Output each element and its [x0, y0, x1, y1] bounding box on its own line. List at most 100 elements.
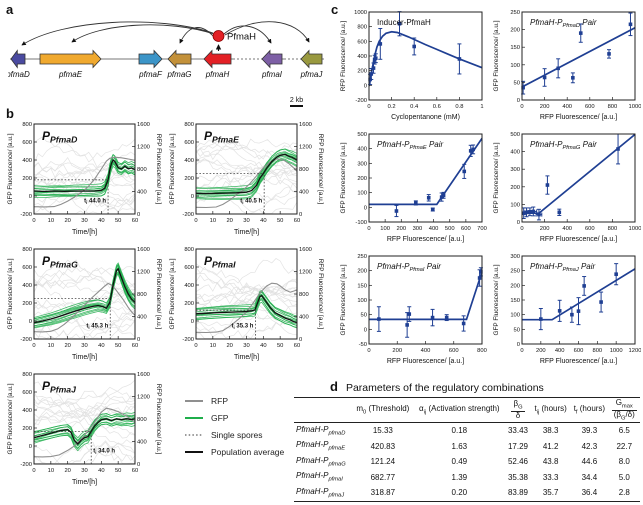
plot-PfmaJ-timecourse: ti​ 34.0 h0102030405060-2000200400600800…	[4, 369, 162, 498]
svg-text:1600: 1600	[299, 247, 312, 253]
gene-label-pfmaF: pfmaF	[138, 70, 163, 79]
svg-text:800: 800	[299, 292, 309, 298]
svg-text:400: 400	[357, 147, 367, 153]
svg-text:400: 400	[357, 54, 367, 60]
svg-text:Time/[h]: Time/[h]	[72, 354, 97, 361]
svg-text:400: 400	[562, 226, 572, 232]
plot-title: PPfmaG​	[42, 254, 78, 269]
gene-label-pfmaD: pfmaD	[8, 70, 30, 79]
table-cell: 1.39	[451, 472, 468, 482]
svg-text:250: 250	[510, 10, 520, 16]
svg-text:20: 20	[64, 343, 70, 349]
table-cell: 33.43	[507, 426, 529, 436]
gene-label-pfmaI: pfmaI	[261, 70, 283, 79]
table-cell: 318.87	[370, 488, 396, 498]
table-cell: 44.6	[581, 457, 598, 467]
parameters-table: m0 (Threshold) αij (Activation strength) β…	[294, 397, 640, 502]
table-header-1: m0 (Threshold)	[352, 397, 414, 424]
svg-text:30: 30	[81, 218, 87, 224]
regulation-arrow-pfmaE	[71, 24, 215, 43]
plot-title: PfmaH-PPfmaG​ Pair	[530, 140, 597, 151]
legend-item-0: RFP	[184, 392, 324, 409]
table-cell: 121.24	[370, 457, 396, 467]
svg-text:0: 0	[32, 468, 35, 474]
svg-text:1600: 1600	[137, 122, 150, 128]
svg-text:600: 600	[22, 390, 32, 396]
plot-title: PPfmaJ​	[42, 379, 76, 394]
svg-text:RFP Fluorescence/ [a.u.]: RFP Fluorescence/ [a.u.]	[317, 259, 324, 330]
data-point	[542, 75, 547, 80]
svg-text:50: 50	[277, 343, 283, 349]
gene-arrow-pfmaJ	[300, 49, 323, 69]
table-row: PfmaH-PpfmaD 15.33 0.18 33.43 38.3 39.3 6.5	[294, 423, 640, 439]
svg-text:200: 200	[22, 426, 32, 432]
scatter-svg-c-inducer: 0 0.2 0.4 0.6 0.8 1-20002004006008001000Cyclo…	[340, 10, 484, 121]
legend-label: Single spores	[211, 429, 263, 440]
svg-text:150: 150	[357, 283, 367, 289]
svg-text:600: 600	[585, 226, 595, 232]
table-row: PfmaH-PpfmaI 682.77 1.39 35.38 33.3 34.4 5.0	[294, 470, 640, 486]
fit-group	[522, 27, 635, 88]
curves-group	[34, 259, 135, 339]
svg-text:1000: 1000	[610, 348, 623, 354]
induction-time-label: ti​ 35.3 h	[232, 323, 254, 330]
svg-text:400: 400	[137, 190, 147, 196]
svg-text:0: 0	[299, 212, 302, 218]
svg-text:400: 400	[22, 158, 32, 164]
svg-text:0: 0	[29, 444, 32, 450]
svg-text:400: 400	[137, 315, 147, 321]
legend-line-sample	[185, 433, 203, 436]
svg-text:10: 10	[48, 218, 54, 224]
svg-text:GFP Fluorescence/ [a.u.]: GFP Fluorescence/ [a.u.]	[169, 133, 176, 204]
svg-text:20: 20	[64, 218, 70, 224]
svg-text:500: 500	[445, 226, 455, 232]
data-point	[570, 312, 574, 317]
data-point	[539, 317, 543, 321]
svg-text:200: 200	[22, 301, 32, 307]
svg-text:400: 400	[22, 283, 32, 289]
legend-label: GFP	[211, 412, 229, 423]
svg-text:50: 50	[361, 313, 367, 319]
svg-text:40: 40	[98, 218, 104, 224]
regulation-arrow-pfmaJ	[224, 21, 310, 43]
svg-text:RFP Fluorescence/ [a.u.]: RFP Fluorescence/ [a.u.]	[340, 20, 347, 91]
svg-text:600: 600	[22, 140, 32, 146]
svg-text:1200: 1200	[629, 348, 641, 354]
svg-text:Time/[h]: Time/[h]	[72, 479, 97, 486]
table-row: PfmaH-PpfmaG 121.24 0.49 52.46 43.8 44.6 8.0	[294, 454, 640, 470]
plot-title: PPfmaE​	[204, 129, 239, 144]
svg-text:-200: -200	[355, 98, 367, 104]
scatter-svg-c-pfmaG: 0 200 400 600 800 1000 0 100 200 300 400 500 RFP Flu…	[493, 132, 641, 243]
svg-text:Time/[h]: Time/[h]	[234, 354, 259, 361]
data-point	[471, 147, 475, 152]
svg-text:1200: 1200	[137, 270, 150, 276]
data-point	[578, 31, 583, 35]
svg-text:400: 400	[562, 104, 572, 110]
svg-text:1200: 1200	[299, 270, 312, 276]
svg-text:400: 400	[299, 315, 309, 321]
svg-text:800: 800	[608, 104, 618, 110]
svg-text:600: 600	[184, 265, 194, 271]
data-point	[426, 196, 431, 200]
scatter-svg-c-pfmaD: 0 200 400 600 800 1000 0 50 100 150 200 250 RFP Fluo…	[493, 10, 641, 121]
svg-text:0: 0	[32, 218, 35, 224]
table-header-0	[294, 397, 353, 424]
svg-text:600: 600	[461, 226, 471, 232]
svg-text:GFP Fluorescence/ [a.u.]: GFP Fluorescence/ [a.u.]	[169, 258, 176, 329]
svg-text:700: 700	[477, 226, 487, 232]
svg-text:400: 400	[510, 150, 520, 156]
svg-text:600: 600	[449, 348, 459, 354]
panel-c-letter: c	[331, 2, 339, 17]
table-cell: 42.3	[581, 441, 598, 451]
plot-pair-pfmaJ: 0 200 400 600 800 1000 1200 0 50 100 150 200 250 300 R…	[489, 250, 641, 377]
data-point	[373, 56, 378, 60]
svg-text:0: 0	[137, 337, 140, 343]
data-point	[628, 22, 633, 27]
plot-title: PPfmaI​	[204, 254, 236, 269]
data-point	[531, 209, 536, 214]
svg-text:10: 10	[48, 343, 54, 349]
svg-text:30: 30	[81, 468, 87, 474]
svg-text:0: 0	[520, 104, 523, 110]
data-point	[599, 300, 603, 304]
